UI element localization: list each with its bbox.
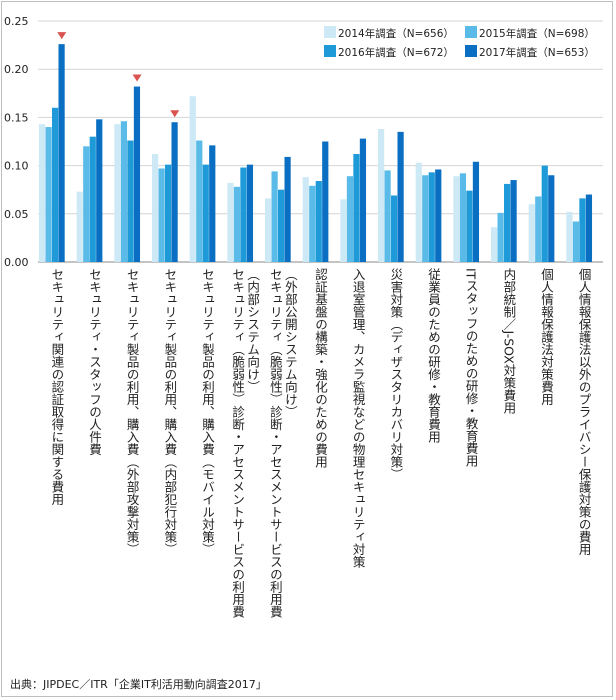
y-tick-label: 0.05 (4, 208, 29, 221)
legend-label: 2016年調査（N=672） (338, 46, 454, 59)
bar (45, 127, 52, 262)
bar (435, 169, 442, 262)
bar (504, 183, 511, 262)
highlight-marker (170, 110, 180, 118)
bar (165, 164, 172, 262)
legend-swatch (324, 45, 336, 57)
bar (579, 198, 586, 262)
category-label: （内部システム向け） (245, 268, 260, 393)
bar (83, 146, 90, 262)
bar (89, 136, 96, 262)
category-label: 個人情報保護法以外のプライバシー保護対策の費用 (577, 268, 592, 556)
source-note: 出典：JIPDEC／ITR「企業IT利活用動向調査2017」 (10, 678, 267, 691)
category-label: 個人情報保護法対策費用 (539, 268, 554, 406)
bar (233, 186, 241, 262)
category-label: ITスタッフのための研修・教育費用 (464, 268, 479, 467)
bar (152, 154, 159, 262)
bar (541, 165, 548, 262)
bar (359, 138, 367, 262)
bar (472, 161, 480, 262)
bar (127, 140, 134, 262)
category-label: 災害対策（ディザスタリカバリ対策） (388, 268, 403, 481)
bar (246, 164, 254, 262)
legend-swatch (324, 26, 336, 38)
bar (397, 131, 404, 262)
bar (384, 170, 391, 262)
bar (415, 162, 422, 262)
bar (340, 199, 347, 262)
bar (491, 227, 498, 262)
bar (353, 154, 360, 262)
category-label: セキュリティ（脆弱性）診断・アセスメントサービスの利用費 (268, 268, 283, 618)
highlight-marker (57, 32, 67, 40)
category-label: セキュリティ製品の利用、購入費（内部犯行対策） (162, 268, 177, 556)
y-tick-label: 0.25 (4, 15, 29, 28)
bar (209, 145, 216, 262)
bar (196, 140, 203, 262)
legend-label: 2017年調査（N=653） (479, 46, 595, 59)
bar (535, 196, 542, 262)
y-tick-label: 0.20 (4, 63, 29, 76)
bar (114, 124, 121, 262)
bar (271, 171, 278, 262)
bar (459, 173, 467, 262)
bar (158, 168, 165, 262)
bar (133, 86, 141, 262)
bar (171, 122, 178, 262)
category-label: セキュリティ（脆弱性）診断・アセスメントサービスの利用費 (230, 268, 245, 618)
bar (265, 198, 272, 262)
bar (189, 96, 196, 262)
category-label: セキュリティ・スタッフの人件費 (87, 268, 102, 456)
bar (39, 124, 46, 262)
bar (466, 190, 473, 262)
bar (548, 175, 555, 262)
bar (202, 164, 209, 262)
bar (528, 204, 535, 262)
bar (566, 211, 573, 262)
legend-label: 2015年調査（N=698） (479, 27, 595, 40)
bar (120, 121, 128, 262)
bar (572, 221, 580, 262)
legend-swatch (465, 26, 477, 38)
bar (58, 44, 65, 262)
bar (76, 191, 83, 262)
y-tick-label: 0.15 (4, 111, 29, 124)
category-label: 入退室管理、カメラ監視などの物理セキュリティ対策 (351, 268, 366, 568)
bar (284, 156, 291, 262)
category-label: 認証基盤の構築・強化のための費用 (313, 267, 328, 469)
category-label: 内部統制／J-SOX対策費用 (501, 268, 516, 414)
bar (315, 181, 322, 262)
bar (391, 195, 398, 262)
category-label: 従業員のための研修・教育費用 (426, 268, 441, 444)
category-label: セキュリティ製品の利用、購入費（外部攻撃対策） (125, 268, 140, 556)
y-tick-label: 0.10 (4, 160, 29, 173)
bar (309, 185, 316, 262)
bar (96, 119, 103, 262)
bar (497, 212, 504, 262)
category-label: セキュリティ関連の認証取得に関する費用 (49, 268, 64, 506)
bar (278, 189, 285, 262)
bar (346, 176, 354, 262)
y-tick-label: 0.00 (4, 256, 29, 269)
bar (510, 180, 517, 262)
bar (378, 128, 385, 262)
bar (52, 107, 59, 262)
bar (302, 177, 309, 262)
category-label: セキュリティ製品の利用、購入費（モバイル対策） (200, 268, 215, 556)
legend-label: 2014年調査（N=656） (338, 27, 454, 40)
category-label: （外部公開システム向け） (283, 268, 298, 418)
bar (422, 175, 429, 262)
highlight-marker (132, 74, 142, 82)
bar (453, 176, 460, 262)
bar (240, 167, 247, 262)
legend-swatch (465, 45, 477, 57)
bar (585, 194, 593, 262)
bar (322, 141, 329, 262)
bar (428, 172, 435, 262)
bar (227, 182, 234, 262)
